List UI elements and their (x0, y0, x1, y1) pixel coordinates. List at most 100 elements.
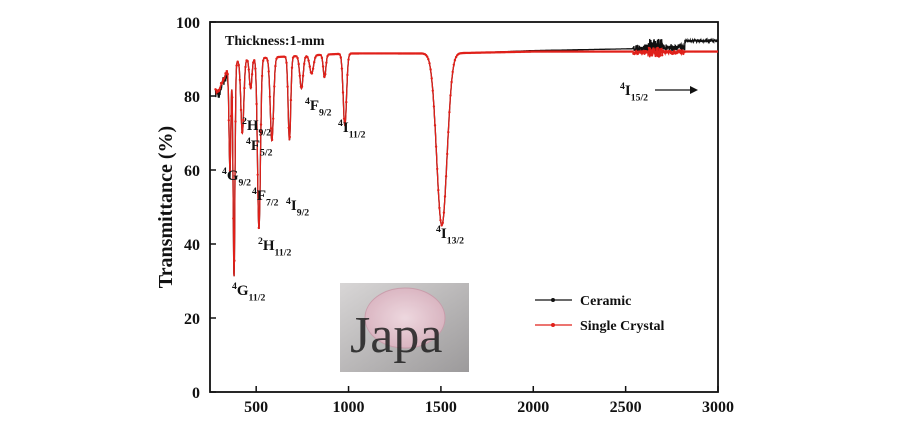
legend-label-single-crystal: Single Crystal (580, 319, 665, 334)
single-crystal-point (286, 85, 289, 88)
single-crystal-point (313, 61, 316, 64)
single-crystal-point (643, 52, 646, 55)
single-crystal-point (246, 60, 249, 63)
legend-entry-ceramic: Ceramic (535, 294, 631, 309)
y-axis: 0 20 40 60 80 100 (176, 15, 216, 402)
single-crystal-point (430, 77, 433, 80)
thickness-note: Thickness:1-mm (225, 34, 325, 49)
single-crystal-point (443, 195, 447, 198)
transition-label: 4G11/2 (232, 281, 265, 303)
single-crystal-point (429, 68, 432, 71)
legend-entry-single-crystal: Single Crystal (535, 319, 665, 334)
transition-label: 2H9/2 (242, 116, 271, 138)
single-crystal-point (646, 51, 649, 54)
single-crystal-point (428, 62, 431, 65)
single-crystal-point (324, 72, 327, 76)
single-crystal-point (226, 72, 229, 76)
single-crystal-point (345, 100, 348, 104)
legend-label-ceramic: Ceramic (580, 294, 631, 309)
single-crystal-point (262, 59, 265, 62)
legend: Ceramic Single Crystal (535, 294, 665, 334)
transition-label: 4G9/2 (222, 166, 251, 188)
single-crystal-point (426, 55, 429, 58)
crystal-disc (364, 287, 446, 349)
single-crystal-point (274, 64, 277, 68)
single-crystal-point (432, 105, 436, 108)
single-crystal-point (287, 126, 290, 129)
single-crystal-point (434, 145, 438, 148)
single-crystal-point (300, 85, 304, 89)
single-crystal-point (270, 138, 274, 142)
transition-label: 4F9/2 (305, 96, 332, 118)
single-crystal-point (285, 61, 288, 64)
single-crystal-point (446, 152, 449, 156)
single-crystal-point (653, 48, 656, 51)
single-crystal-point (672, 51, 675, 54)
single-crystal-point (228, 169, 232, 172)
single-crystal-point (682, 52, 685, 56)
single-crystal-point (235, 64, 238, 67)
transition-label: 4F5/2 (246, 136, 273, 158)
transition-label: 4I9/2 (286, 196, 309, 218)
single-crystal-point (631, 50, 634, 53)
single-crystal-point (237, 63, 240, 67)
single-crystal-point (295, 55, 298, 58)
single-crystal-point (232, 217, 235, 220)
single-crystal-point (239, 108, 243, 112)
single-crystal-point (452, 63, 455, 66)
single-crystal-point (269, 127, 273, 130)
single-crystal-point (249, 86, 253, 89)
single-crystal-point (298, 74, 301, 77)
single-crystal-point (444, 175, 448, 178)
y-tick-label: 40 (184, 237, 200, 254)
single-crystal-point (273, 85, 276, 88)
single-crystal-point (268, 95, 272, 99)
single-crystal-point (297, 62, 300, 66)
single-crystal-point (347, 58, 350, 61)
single-crystal-point (248, 82, 252, 86)
y-tick-label: 20 (184, 311, 200, 328)
arrow-right-icon (655, 86, 698, 94)
single-crystal-point (659, 50, 663, 53)
single-crystal-point (338, 53, 341, 56)
single-crystal-point (641, 52, 644, 55)
x-tick-label: 500 (244, 399, 268, 416)
single-crystal-point (265, 57, 268, 60)
transition-label: 4I13/2 (436, 224, 464, 246)
single-crystal-point (344, 122, 347, 126)
x-axis: 500 1000 1500 2000 2500 3000 (244, 386, 734, 416)
single-crystal-point (448, 111, 451, 114)
single-crystal-point (441, 221, 444, 224)
single-crystal-point (323, 75, 326, 78)
single-crystal-point (451, 70, 454, 74)
x-tick-label: 3000 (702, 399, 734, 416)
single-crystal-point (442, 211, 446, 214)
single-crystal-point (648, 47, 652, 50)
single-crystal-point (306, 56, 309, 59)
single-crystal-point (433, 124, 437, 127)
single-crystal-point (266, 59, 269, 62)
single-crystal-point (449, 94, 452, 97)
single-crystal-point (453, 58, 457, 62)
single-crystal-point (440, 224, 443, 227)
single-crystal-point (233, 259, 236, 262)
single-crystal-point (658, 48, 662, 51)
single-crystal-point (218, 87, 222, 90)
single-crystal-point (716, 50, 718, 53)
single-crystal-point (303, 62, 306, 66)
single-crystal-point (342, 117, 346, 121)
single-crystal-point (240, 131, 244, 134)
single-crystal-point (447, 130, 450, 134)
single-crystal-point (636, 52, 639, 56)
single-crystal-point (284, 56, 287, 59)
x-tick-label: 1500 (425, 399, 457, 416)
x-tick-label: 2500 (610, 399, 642, 416)
single-crystal-point (642, 49, 645, 53)
series-ceramic-line (214, 37, 718, 277)
series-single-crystal-markers (214, 46, 718, 262)
single-crystal-point (290, 66, 294, 69)
single-crystal-point (676, 51, 679, 54)
single-crystal-point (310, 72, 314, 75)
single-crystal-point (223, 76, 226, 80)
single-crystal-point (259, 123, 263, 126)
